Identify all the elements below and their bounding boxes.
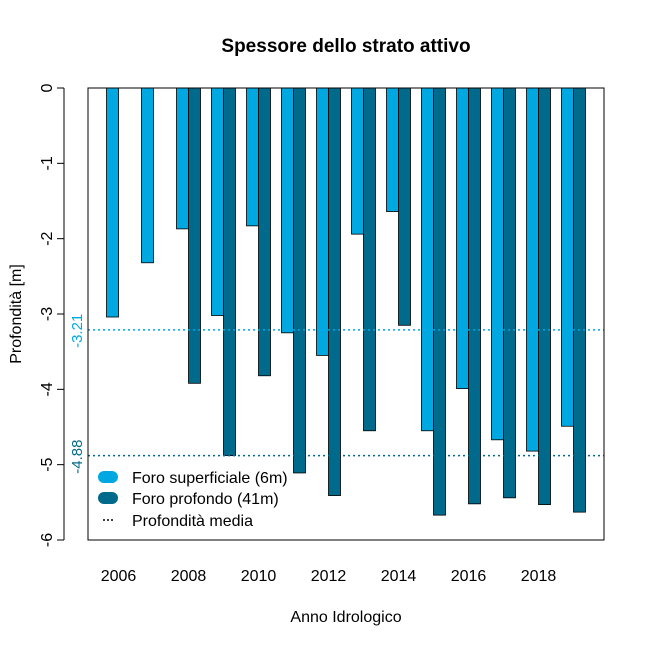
- y-tick-label: -4: [39, 382, 56, 396]
- bar-superficiale-2007: [141, 87, 154, 264]
- bar-superficiale-2010: [246, 87, 259, 227]
- bar-superficiale-2008: [176, 87, 189, 230]
- mean-label-1: -3.21: [69, 314, 86, 348]
- x-axis-label: Anno Idrologico: [290, 609, 401, 626]
- legend-swatch-2: [98, 492, 118, 504]
- bar-superficiale-2013: [351, 87, 364, 235]
- bar-superficiale-2015: [421, 87, 434, 432]
- plot-border: [87, 87, 605, 541]
- x-tick-label: 2018: [521, 568, 557, 585]
- bar-superficiale-2009: [211, 87, 224, 316]
- x-tick-label: 2014: [381, 568, 417, 585]
- bar-profondo-2010: [258, 87, 271, 377]
- x-tick-label: 2016: [451, 568, 487, 585]
- bar-profondo-2017: [503, 87, 516, 499]
- y-axis: 0 -1 -2 -3 -4 -5 -6: [39, 83, 65, 547]
- x-tick-label: 2006: [101, 568, 137, 585]
- y-axis-label: Profondità [m]: [8, 264, 25, 364]
- bar-profondo-2015: [433, 87, 446, 516]
- plot-area: -3.21 -4.88: [69, 87, 604, 516]
- bar-profondo-2013: [363, 87, 376, 432]
- bar-superficiale-2019: [561, 87, 574, 427]
- mean-label-2: -4.88: [69, 440, 86, 474]
- x-tick-label: 2008: [171, 568, 207, 585]
- bar-superficiale-2016: [456, 87, 469, 389]
- legend: Foro superficiale (6m) Foro profondo (41m…: [98, 470, 288, 530]
- chart-title: Spessore dello strato attivo: [221, 36, 470, 57]
- y-tick-label: -2: [39, 231, 56, 245]
- legend-label-2: Foro profondo (41m): [132, 491, 279, 508]
- legend-label-1: Foro superficiale (6m): [132, 470, 288, 487]
- bar-superficiale-2011: [281, 87, 294, 334]
- bar-profondo-2012: [328, 87, 341, 496]
- x-axis: 2006 2008 2010 2012 2014 2016 2018: [101, 568, 557, 585]
- bar-superficiale-2018: [526, 87, 539, 452]
- x-tick-label: 2012: [311, 568, 347, 585]
- legend-swatch-1: [98, 471, 118, 483]
- y-tick-label: -6: [39, 533, 56, 547]
- bar-profondo-2011: [293, 87, 306, 474]
- bar-profondo-2014: [398, 87, 411, 326]
- bar-profondo-2016: [468, 87, 481, 505]
- bar-profondo-2008: [188, 87, 201, 384]
- bar-profondo-2009: [223, 87, 236, 457]
- bar-superficiale-2006: [106, 87, 119, 318]
- bar-superficiale-2017: [491, 87, 504, 441]
- x-tick-label: 2010: [241, 568, 277, 585]
- bar-profondo-2018: [538, 87, 551, 505]
- bar-profondo-2019: [573, 87, 586, 513]
- legend-label-3: Profondità media: [132, 513, 253, 530]
- y-tick-label: -3: [39, 307, 56, 321]
- bar-superficiale-2012: [316, 87, 329, 356]
- bar-superficiale-2014: [386, 87, 399, 212]
- y-tick-label: -5: [39, 457, 56, 471]
- y-tick-label: 0: [39, 83, 56, 92]
- y-tick-label: -1: [39, 156, 56, 170]
